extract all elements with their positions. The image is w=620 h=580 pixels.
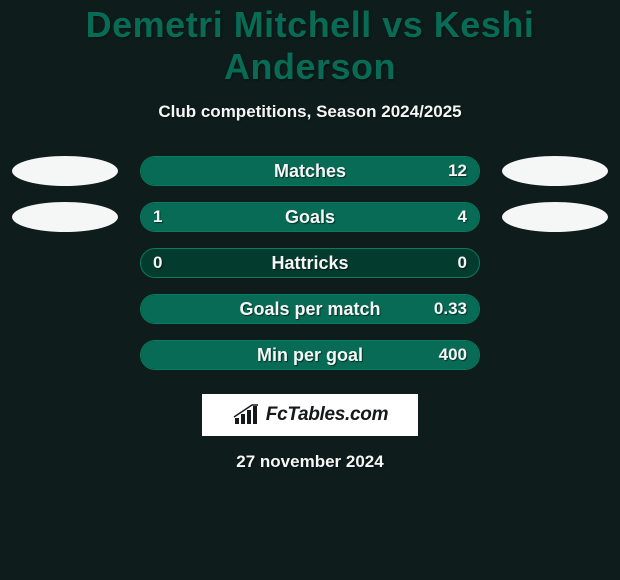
stat-right-value: 12 (448, 157, 467, 185)
stat-row: Goals per match 0.33 (0, 286, 620, 332)
stat-right-value: 0.33 (434, 295, 467, 323)
logo-text: FcTables.com (266, 404, 388, 426)
stat-bar-gpm: Goals per match 0.33 (140, 294, 480, 324)
bar-seg-right (141, 157, 479, 185)
bar-seg-right (141, 341, 479, 369)
logo-box: FcTables.com (202, 394, 418, 436)
bar-seg-right (141, 249, 479, 277)
oval-spacer (12, 248, 118, 278)
stat-bar-matches: Matches 12 (140, 156, 480, 186)
oval-spacer (12, 340, 118, 370)
stat-left-value: 0 (153, 249, 162, 277)
stat-row: 0 Hattricks 0 (0, 240, 620, 286)
player1-name: Demetri Mitchell (86, 4, 372, 45)
oval-spacer (502, 248, 608, 278)
stats-block: Matches 12 1 Goals 4 0 Hattricks (0, 148, 620, 378)
bar-chart-icon (232, 404, 260, 426)
stat-row: Min per goal 400 (0, 332, 620, 378)
date-text: 27 november 2024 (0, 452, 620, 472)
player1-oval (12, 156, 118, 186)
stat-right-value: 4 (458, 203, 467, 231)
stat-row: Matches 12 (0, 148, 620, 194)
oval-spacer (12, 294, 118, 324)
player2-oval (502, 202, 608, 232)
vs-text: vs (382, 4, 423, 45)
stat-row: 1 Goals 4 (0, 194, 620, 240)
player1-oval (12, 202, 118, 232)
stat-bar-goals: 1 Goals 4 (140, 202, 480, 232)
comparison-infographic: Demetri Mitchell vs Keshi Anderson Club … (0, 0, 620, 580)
bar-seg-right (141, 295, 479, 323)
oval-spacer (502, 294, 608, 324)
stat-right-value: 0 (458, 249, 467, 277)
bar-seg-right (209, 203, 479, 231)
player2-oval (502, 156, 608, 186)
subtitle: Club competitions, Season 2024/2025 (0, 102, 620, 122)
page-title: Demetri Mitchell vs Keshi Anderson (0, 0, 620, 88)
stat-left-value: 1 (153, 203, 162, 231)
stat-right-value: 400 (439, 341, 467, 369)
bar-seg-left (141, 203, 209, 231)
oval-spacer (502, 340, 608, 370)
stat-bar-hattricks: 0 Hattricks 0 (140, 248, 480, 278)
stat-bar-mpg: Min per goal 400 (140, 340, 480, 370)
